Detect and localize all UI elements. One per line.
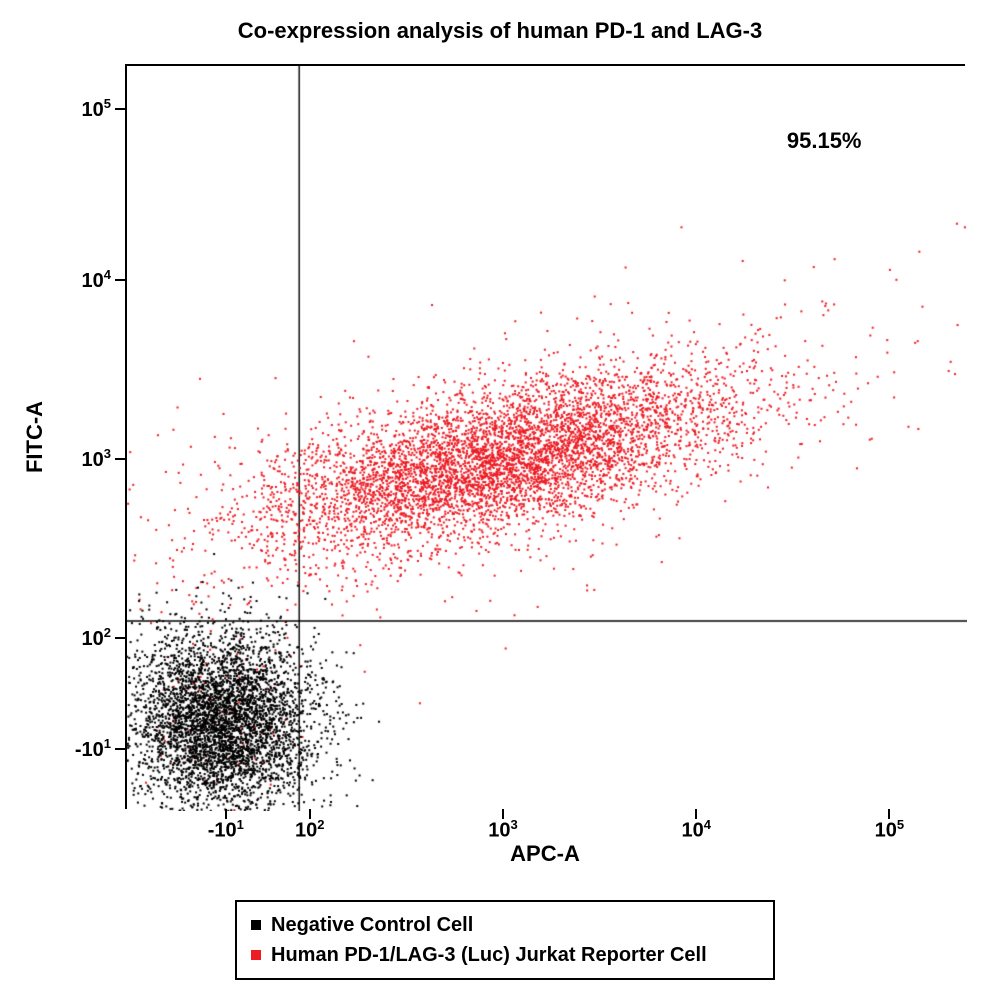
tick-label: 103 <box>488 817 517 843</box>
x-axis-label: APC-A <box>510 841 580 867</box>
tick-label: 103 <box>82 446 111 472</box>
legend-label: Negative Control Cell <box>271 910 473 940</box>
tick-label: 104 <box>681 817 710 843</box>
tick-label: 105 <box>82 96 111 122</box>
tick-label: 102 <box>82 625 111 651</box>
tick-mark <box>115 637 125 639</box>
tick-label: -101 <box>208 817 244 843</box>
y-axis-label: FITC-A <box>22 400 48 472</box>
tick-label: 104 <box>82 267 111 293</box>
tick-label: 102 <box>295 817 324 843</box>
legend-label: Human PD-1/LAG-3 (Luc) Jurkat Reporter C… <box>271 940 707 970</box>
tick-mark <box>115 108 125 110</box>
chart-title: Co-expression analysis of human PD-1 and… <box>0 18 1000 44</box>
legend: Negative Control CellHuman PD-1/LAG-3 (L… <box>235 900 775 980</box>
legend-item: Negative Control Cell <box>251 910 759 940</box>
plot-area: 95.15% <box>125 64 965 809</box>
figure-container: Co-expression analysis of human PD-1 and… <box>0 0 1000 1001</box>
tick-mark <box>115 279 125 281</box>
quadrant-percentage-label: 95.15% <box>787 128 862 154</box>
legend-marker <box>251 920 261 930</box>
legend-marker <box>251 950 261 960</box>
tick-mark <box>115 458 125 460</box>
tick-mark <box>115 748 125 750</box>
legend-item: Human PD-1/LAG-3 (Luc) Jurkat Reporter C… <box>251 940 759 970</box>
tick-label: 105 <box>875 817 904 843</box>
scatter-canvas <box>127 66 967 811</box>
tick-label: -101 <box>75 737 111 763</box>
